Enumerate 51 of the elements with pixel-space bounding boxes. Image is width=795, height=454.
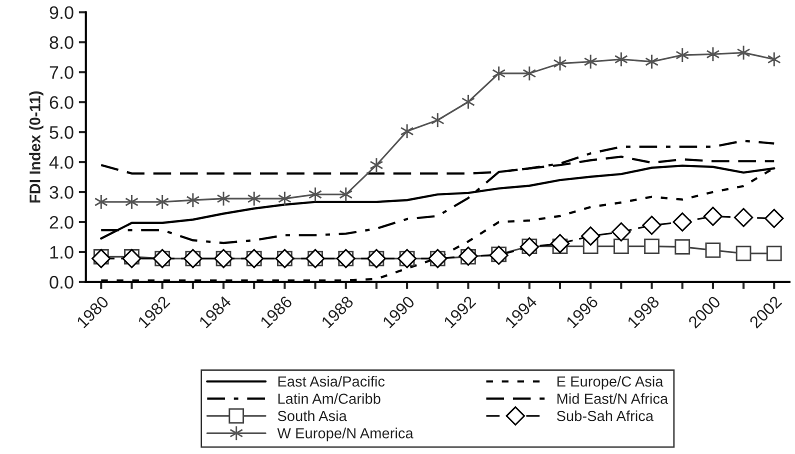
point	[92, 248, 111, 268]
y-tick-label: 7.0	[50, 66, 74, 79]
point	[216, 190, 230, 206]
y-tick-label: 4.0	[49, 156, 74, 169]
point	[766, 246, 782, 262]
y-tick-label: 2.0	[50, 216, 74, 229]
point	[736, 246, 752, 262]
point	[642, 216, 662, 235]
y-axis-title: FDI Index (0-11)	[29, 91, 44, 203]
point	[430, 112, 444, 128]
point	[672, 212, 692, 232]
legend-label: East Asia/Pacific	[278, 376, 385, 387]
point	[550, 234, 570, 254]
point	[124, 194, 139, 210]
point	[308, 186, 322, 202]
point	[553, 56, 567, 72]
point	[705, 242, 721, 258]
point	[613, 238, 629, 254]
y-tick-label: 1.0	[50, 246, 74, 259]
point	[278, 190, 292, 206]
y-tick-label: 8.0	[50, 36, 74, 49]
y-tick-label: 9.0	[50, 6, 74, 19]
point	[644, 238, 660, 254]
point	[370, 157, 384, 173]
point	[339, 186, 353, 202]
point	[492, 66, 506, 82]
point	[674, 239, 690, 255]
line-series	[100, 140, 776, 244]
y-tick-label: 0.0	[50, 276, 74, 289]
y-tick-label: 5.0	[50, 126, 74, 139]
point	[676, 47, 690, 63]
point	[186, 192, 200, 208]
legend-label: W Europe/N America	[277, 428, 414, 442]
point	[734, 208, 754, 228]
point	[156, 194, 170, 210]
point	[612, 222, 631, 242]
point	[703, 206, 723, 226]
point	[522, 66, 536, 82]
point	[580, 226, 600, 246]
legend-label: Sub-Sah Africa	[556, 410, 654, 422]
point	[247, 190, 261, 206]
point	[122, 248, 142, 268]
legend-label: Mid East/N Africa	[557, 393, 668, 404]
legend-label: Latin Am/Caribb	[278, 393, 380, 404]
legend-label: E Europe/C Asia	[557, 376, 664, 390]
point	[94, 194, 108, 210]
legend-label: South Asia	[278, 410, 347, 422]
y-tick-label: 6.0	[50, 96, 74, 109]
point	[764, 208, 784, 228]
y-tick-label: 3.0	[50, 186, 74, 199]
point	[461, 94, 476, 110]
